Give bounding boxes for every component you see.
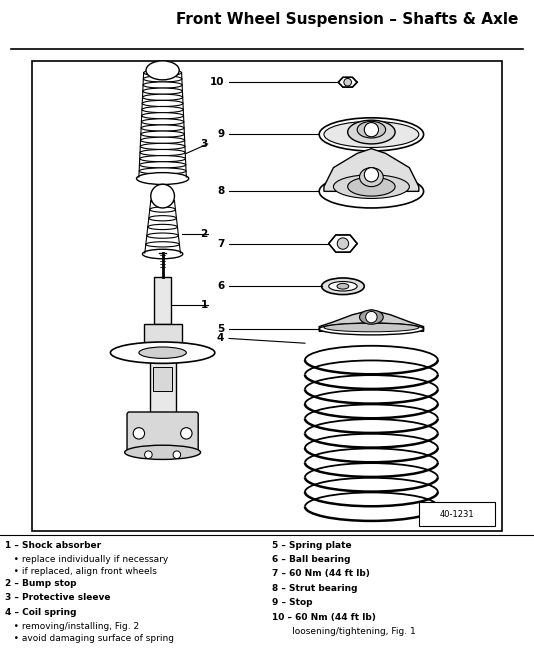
Ellipse shape [142,100,183,107]
Ellipse shape [142,107,183,112]
Ellipse shape [148,224,177,229]
Ellipse shape [146,242,179,247]
Circle shape [364,123,379,136]
Text: 40-1231: 40-1231 [439,510,474,519]
Text: 10: 10 [210,77,224,87]
Ellipse shape [143,94,183,100]
Text: 7: 7 [217,239,224,248]
Ellipse shape [359,168,383,187]
Circle shape [180,428,192,439]
Ellipse shape [348,177,395,196]
Polygon shape [329,235,357,252]
Text: 8: 8 [217,187,224,196]
Circle shape [364,168,379,182]
Ellipse shape [143,76,182,82]
Ellipse shape [359,310,383,324]
Ellipse shape [139,174,186,180]
Text: 1 – Shock absorber: 1 – Shock absorber [5,541,101,549]
Ellipse shape [319,175,423,208]
Ellipse shape [140,144,185,150]
Ellipse shape [139,162,186,168]
Ellipse shape [140,150,185,155]
Ellipse shape [144,70,182,76]
FancyBboxPatch shape [154,277,171,324]
FancyBboxPatch shape [32,61,502,530]
Text: 4 – Coil spring: 4 – Coil spring [5,608,77,617]
Text: 9: 9 [217,129,224,139]
Text: 3: 3 [201,139,208,149]
Ellipse shape [142,112,184,119]
FancyBboxPatch shape [144,324,182,348]
Ellipse shape [111,342,215,363]
Circle shape [337,238,349,249]
Ellipse shape [139,168,186,174]
Ellipse shape [321,278,364,294]
Text: 6: 6 [217,281,224,291]
Ellipse shape [324,122,419,148]
Ellipse shape [143,88,183,94]
Text: 2 – Bump stop: 2 – Bump stop [5,579,77,588]
Ellipse shape [357,122,386,138]
Text: • if replaced, align front wheels: • if replaced, align front wheels [5,567,157,576]
Text: 2: 2 [201,229,208,239]
Text: loosening/tightening, Fig. 1: loosening/tightening, Fig. 1 [272,627,416,636]
Ellipse shape [151,198,175,203]
Text: 10 – 60 Nm (44 ft lb): 10 – 60 Nm (44 ft lb) [272,613,376,621]
Ellipse shape [141,131,184,137]
Ellipse shape [140,137,185,144]
Ellipse shape [333,175,410,198]
Ellipse shape [139,347,186,358]
Ellipse shape [319,323,423,335]
Ellipse shape [137,173,189,185]
Ellipse shape [141,125,184,131]
Ellipse shape [151,184,175,208]
Ellipse shape [146,61,179,80]
Circle shape [344,79,351,86]
Ellipse shape [143,249,183,259]
Circle shape [145,451,152,458]
Text: 5: 5 [217,324,224,334]
Text: 9 – Stop: 9 – Stop [272,598,313,607]
Ellipse shape [124,445,201,460]
Ellipse shape [319,118,423,151]
Polygon shape [324,149,419,191]
Polygon shape [338,77,357,87]
FancyBboxPatch shape [127,412,198,455]
Ellipse shape [324,323,419,332]
Ellipse shape [142,119,184,125]
Circle shape [133,428,145,439]
Ellipse shape [145,250,180,255]
Ellipse shape [337,283,349,289]
Ellipse shape [147,233,178,239]
Text: 1: 1 [201,300,208,310]
FancyBboxPatch shape [419,502,495,526]
Ellipse shape [150,207,176,212]
Ellipse shape [140,155,185,162]
Text: Front Wheel Suspension – Shafts & Axle: Front Wheel Suspension – Shafts & Axle [176,12,518,27]
FancyBboxPatch shape [153,367,172,391]
Ellipse shape [149,216,176,221]
Circle shape [366,311,377,323]
Text: 7 – 60 Nm (44 ft lb): 7 – 60 Nm (44 ft lb) [272,569,370,578]
Ellipse shape [348,120,395,144]
Text: • replace individually if necessary: • replace individually if necessary [5,555,169,564]
Circle shape [173,451,180,458]
Ellipse shape [143,82,182,88]
Text: 5 – Spring plate: 5 – Spring plate [272,541,352,549]
FancyBboxPatch shape [150,358,176,415]
Text: 8 – Strut bearing: 8 – Strut bearing [272,584,358,593]
Text: 4: 4 [217,333,224,343]
Text: 3 – Protective sleeve: 3 – Protective sleeve [5,593,111,603]
Ellipse shape [329,281,357,291]
Text: • removing/installing, Fig. 2: • removing/installing, Fig. 2 [5,622,139,631]
Text: 6 – Ball bearing: 6 – Ball bearing [272,555,351,564]
Polygon shape [319,310,423,332]
Text: • avoid damaging surface of spring: • avoid damaging surface of spring [5,634,174,644]
